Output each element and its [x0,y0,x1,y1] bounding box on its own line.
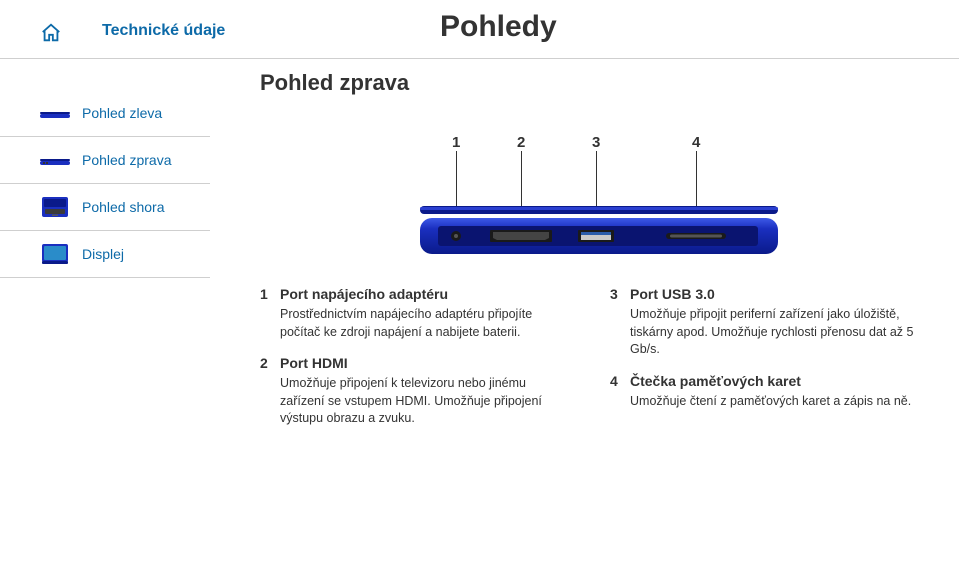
leader-line [696,151,697,206]
left-column: 1 Port napájecího adaptéru Prostřednictv… [260,286,570,442]
sidebar-item-display[interactable]: Displej [0,231,210,278]
desc-number: 2 [260,355,280,428]
desc-title: Port napájecího adaptéru [280,286,570,302]
callout-4: 4 [692,134,700,151]
page-title: Pohledy [440,10,557,44]
desc-item-3: 3 Port USB 3.0 Umožňuje připojit perifer… [610,286,920,359]
desc-number: 1 [260,286,280,341]
desc-number: 4 [610,373,630,411]
desc-title: Port USB 3.0 [630,286,920,302]
sidebar-label: Pohled shora [82,199,165,215]
desc-text: Umožňuje čtení z paměťových karet a zápi… [630,393,920,411]
desc-item-4: 4 Čtečka paměťových karet Umožňuje čtení… [610,373,920,411]
leader-line [521,151,522,206]
desc-item-1: 1 Port napájecího adaptéru Prostřednictv… [260,286,570,341]
callout-2: 2 [517,134,525,151]
sidebar-item-top-view[interactable]: Pohled shora [0,184,210,231]
desc-text: Prostřednictvím napájecího adaptéru přip… [280,306,570,341]
right-column: 3 Port USB 3.0 Umožňuje připojit perifer… [610,286,920,442]
sidebar-item-left-view[interactable]: Pohled zleva [0,90,210,137]
header-divider [0,58,959,59]
sidebar: Pohled zleva Pohled zprava Pohled shora … [0,90,210,278]
desc-text: Umožňuje připojení k televizoru nebo jin… [280,375,570,428]
home-icon[interactable] [40,22,62,49]
leader-line [596,151,597,206]
thumb-display-icon [40,239,70,269]
description-columns: 1 Port napájecího adaptéru Prostřednictv… [260,286,920,442]
leader-line [456,151,457,206]
main-content: Pohled zprava 1 2 3 4 [260,70,920,442]
section-title: Pohled zprava [260,70,920,96]
sidebar-label: Displej [82,246,124,262]
sidebar-label: Pohled zleva [82,105,162,121]
desc-text: Umožňuje připojit periferní zařízení jak… [630,306,920,359]
desc-title: Port HDMI [280,355,570,371]
right-view-diagram: 1 2 3 4 [260,106,780,256]
laptop-side-svg [260,206,780,256]
desc-item-2: 2 Port HDMI Umožňuje připojení k televiz… [260,355,570,428]
callout-3: 3 [592,134,600,151]
thumb-right-view-icon [40,145,70,175]
callout-1: 1 [452,134,460,151]
thumb-top-view-icon [40,192,70,222]
sidebar-label: Pohled zprava [82,152,172,168]
desc-number: 3 [610,286,630,359]
desc-title: Čtečka paměťových karet [630,373,920,389]
thumb-left-view-icon [40,98,70,128]
nav-technical-specs[interactable]: Technické údaje [102,22,225,40]
sidebar-item-right-view[interactable]: Pohled zprava [0,137,210,184]
